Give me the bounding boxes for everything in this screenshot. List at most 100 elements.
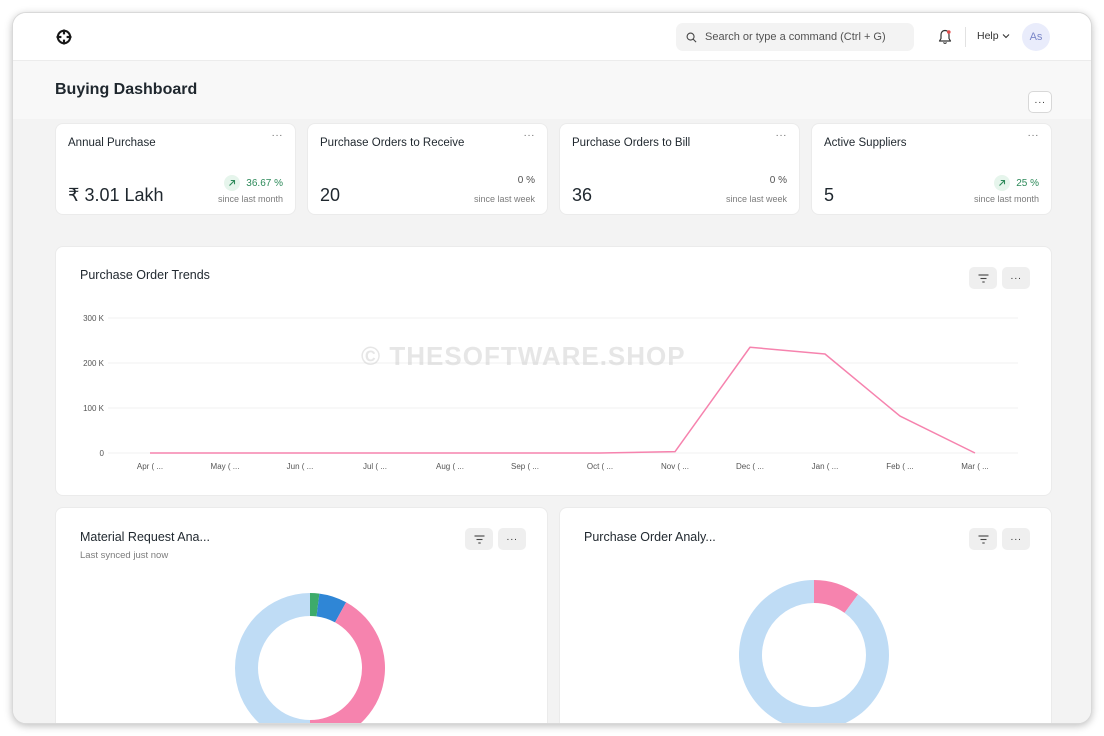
x-tick-label: May ( ... <box>211 462 240 471</box>
page-menu-button[interactable]: ··· <box>1028 91 1052 113</box>
page-header: Buying Dashboard ··· <box>13 61 1091 119</box>
donut-slice[interactable] <box>814 580 859 613</box>
card-label: Active Suppliers <box>824 137 907 149</box>
card-change-value: 36.67 % <box>246 177 283 189</box>
card-change: 0 % <box>518 175 535 186</box>
card-value: ₹ 3.01 Lakh <box>68 185 164 205</box>
card-change: 25 % <box>994 175 1039 191</box>
chevron-down-icon <box>1002 34 1009 39</box>
card-change-value: 25 % <box>1016 177 1039 189</box>
chart-menu-button[interactable]: ··· <box>498 528 526 550</box>
search-bar[interactable] <box>676 23 914 51</box>
card-value: 20 <box>320 185 341 205</box>
dashboard-content: Annual Purchase ··· ₹ 3.01 Lakh 36.67 % … <box>13 119 1091 724</box>
filter-button[interactable] <box>969 528 997 550</box>
data-point[interactable] <box>369 447 381 459</box>
card-label: Purchase Orders to Receive <box>320 137 465 149</box>
x-tick-label: Aug ( ... <box>436 462 464 471</box>
card-change: 0 % <box>770 175 787 186</box>
filter-icon <box>978 534 988 544</box>
y-tick-label: 300 K <box>83 314 105 323</box>
donut-slice[interactable] <box>235 593 310 724</box>
app-window: Help As Buying Dashboard ··· Annual Purc… <box>12 12 1092 724</box>
x-tick-label: Jun ( ... <box>287 462 314 471</box>
search-icon <box>686 32 697 42</box>
purchase-order-analysis-card: Purchase Order Analy... ··· <box>559 507 1052 724</box>
navbar-divider <box>965 27 966 47</box>
search-input[interactable] <box>705 31 905 43</box>
data-point[interactable] <box>819 348 831 360</box>
card-value: 5 <box>824 185 835 205</box>
data-point[interactable] <box>519 447 531 459</box>
donut-slice[interactable] <box>310 602 385 724</box>
data-point[interactable] <box>969 447 981 459</box>
filter-button[interactable] <box>465 528 493 550</box>
chart-menu-button[interactable]: ··· <box>1002 267 1030 289</box>
filter-icon <box>474 534 484 544</box>
card-menu-button[interactable]: ··· <box>271 130 283 141</box>
app-logo-icon[interactable] <box>56 29 72 45</box>
chart-title: Purchase Order Analy... <box>584 530 716 544</box>
card-since: since last week <box>725 194 787 204</box>
data-point[interactable] <box>744 341 756 353</box>
card-label: Purchase Orders to Bill <box>572 137 691 149</box>
chart-title: Material Request Ana... <box>80 530 210 544</box>
card-since: since last month <box>217 194 283 204</box>
number-card-po-to-bill[interactable]: Purchase Orders to Bill ··· 36 0 % since… <box>559 123 800 215</box>
x-tick-label: Mar ( ... <box>961 462 989 471</box>
purchase-order-trends-card: Purchase Order Trends ··· 0 100 K 200 K 300… <box>55 246 1052 496</box>
donut-slice[interactable] <box>310 593 320 617</box>
chart-menu-button[interactable]: ··· <box>1002 528 1030 550</box>
help-dropdown[interactable]: Help <box>977 30 1010 42</box>
filter-button[interactable] <box>969 267 997 289</box>
x-tick-label: Nov ( ... <box>661 462 689 471</box>
card-change-value: 0 % <box>517 175 535 186</box>
data-point[interactable] <box>894 410 906 422</box>
number-card-annual-purchase[interactable]: Annual Purchase ··· ₹ 3.01 Lakh 36.67 % … <box>55 123 296 215</box>
series-line <box>150 346 976 454</box>
filter-icon <box>978 273 988 283</box>
help-label: Help <box>977 30 999 42</box>
card-menu-button[interactable]: ··· <box>523 130 535 141</box>
y-tick-label: 200 K <box>83 359 105 368</box>
data-point[interactable] <box>594 447 606 459</box>
trend-up-arrow-icon <box>994 175 1011 191</box>
data-point[interactable] <box>669 446 681 458</box>
x-tick-label: Jan ( ... <box>812 462 839 471</box>
card-value: 36 <box>572 185 593 205</box>
purchase-order-donut-chart <box>739 580 889 724</box>
number-card-po-to-receive[interactable]: Purchase Orders to Receive ··· 20 0 % si… <box>307 123 548 215</box>
card-since: since last month <box>973 194 1039 204</box>
data-point[interactable] <box>294 447 306 459</box>
navbar: Help As <box>13 13 1091 61</box>
number-card-active-suppliers[interactable]: Active Suppliers ··· 5 25 % since last m… <box>811 123 1052 215</box>
x-tick-label: Feb ( ... <box>886 462 914 471</box>
x-tick-label: Dec ( ... <box>736 462 764 471</box>
y-tick-label: 0 <box>100 449 105 458</box>
donut-slice[interactable] <box>316 593 347 623</box>
page-title: Buying Dashboard <box>55 81 198 98</box>
user-avatar[interactable]: As <box>1022 23 1050 51</box>
data-point[interactable] <box>219 447 231 459</box>
card-menu-button[interactable]: ··· <box>1027 130 1039 141</box>
donut-slice[interactable] <box>739 580 889 724</box>
data-point[interactable] <box>144 447 156 459</box>
x-tick-label: Sep ( ... <box>511 462 539 471</box>
notification-bell-icon[interactable] <box>938 29 952 45</box>
data-point[interactable] <box>444 447 456 459</box>
trend-up-arrow-icon <box>224 175 241 191</box>
material-request-analysis-card: Material Request Ana... Last synced just… <box>55 507 548 724</box>
y-tick-label: 100 K <box>83 404 105 413</box>
card-label: Annual Purchase <box>68 137 156 149</box>
card-since: since last week <box>473 194 535 204</box>
material-request-donut-chart <box>235 593 385 724</box>
watermark: © THESOFTWARE.SHOP <box>361 341 686 371</box>
purchase-order-trends-chart: 0 100 K 200 K 300 K Apr ( ... May ( ... Jun ( … <box>83 314 1018 471</box>
chart-title: Purchase Order Trends <box>80 268 210 282</box>
x-tick-label: Jul ( ... <box>363 462 387 471</box>
x-tick-label: Oct ( ... <box>587 462 613 471</box>
last-synced-label: Last synced just now <box>80 550 169 561</box>
card-menu-button[interactable]: ··· <box>775 130 787 141</box>
card-change-value: 0 % <box>769 175 787 186</box>
x-tick-label: Apr ( ... <box>137 462 163 471</box>
